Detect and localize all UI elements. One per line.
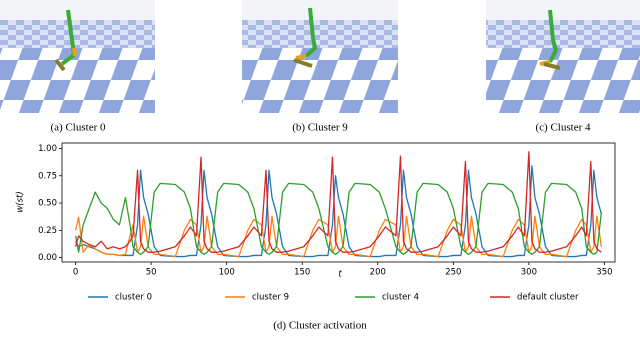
y-tick-label: 1.00 — [38, 144, 57, 154]
legend-label: cluster 4 — [382, 293, 419, 303]
chart-caption: (d) Cluster activation — [273, 320, 367, 332]
series-line — [75, 165, 603, 258]
x-tick-label: 300 — [521, 268, 537, 278]
series-line — [74, 182, 603, 256]
x-tick-label: 0 — [73, 268, 78, 278]
x-tick-label: 250 — [445, 268, 461, 278]
x-tick-label: 150 — [294, 268, 310, 278]
legend-label: cluster 0 — [115, 293, 152, 303]
legend-label: default cluster — [517, 293, 579, 303]
subfigure-caption: (b) Cluster 9 — [292, 122, 348, 134]
x-tick-label: 350 — [596, 268, 612, 278]
y-tick-label: 0.25 — [38, 226, 57, 236]
x-tick-label: 100 — [219, 268, 235, 278]
plot-frame — [61, 142, 616, 263]
y-tick-label: 0.75 — [38, 171, 57, 181]
x-tick-label: 200 — [370, 268, 386, 278]
scene-a — [0, 0, 155, 113]
scene-b — [242, 0, 398, 113]
x-axis-label: t — [338, 270, 342, 280]
series-line — [74, 151, 602, 253]
subfigure-caption: (c) Cluster 4 — [536, 122, 591, 134]
subfigure-caption: (a) Cluster 0 — [51, 122, 106, 134]
x-tick-label: 50 — [146, 268, 157, 278]
legend-label: cluster 9 — [252, 293, 289, 303]
y-tick-label: 0.50 — [38, 199, 57, 209]
series-line — [74, 215, 603, 258]
y-tick-label: 0.00 — [38, 253, 57, 263]
y-axis-label: w(st) — [16, 191, 26, 212]
scene-c — [486, 0, 640, 113]
